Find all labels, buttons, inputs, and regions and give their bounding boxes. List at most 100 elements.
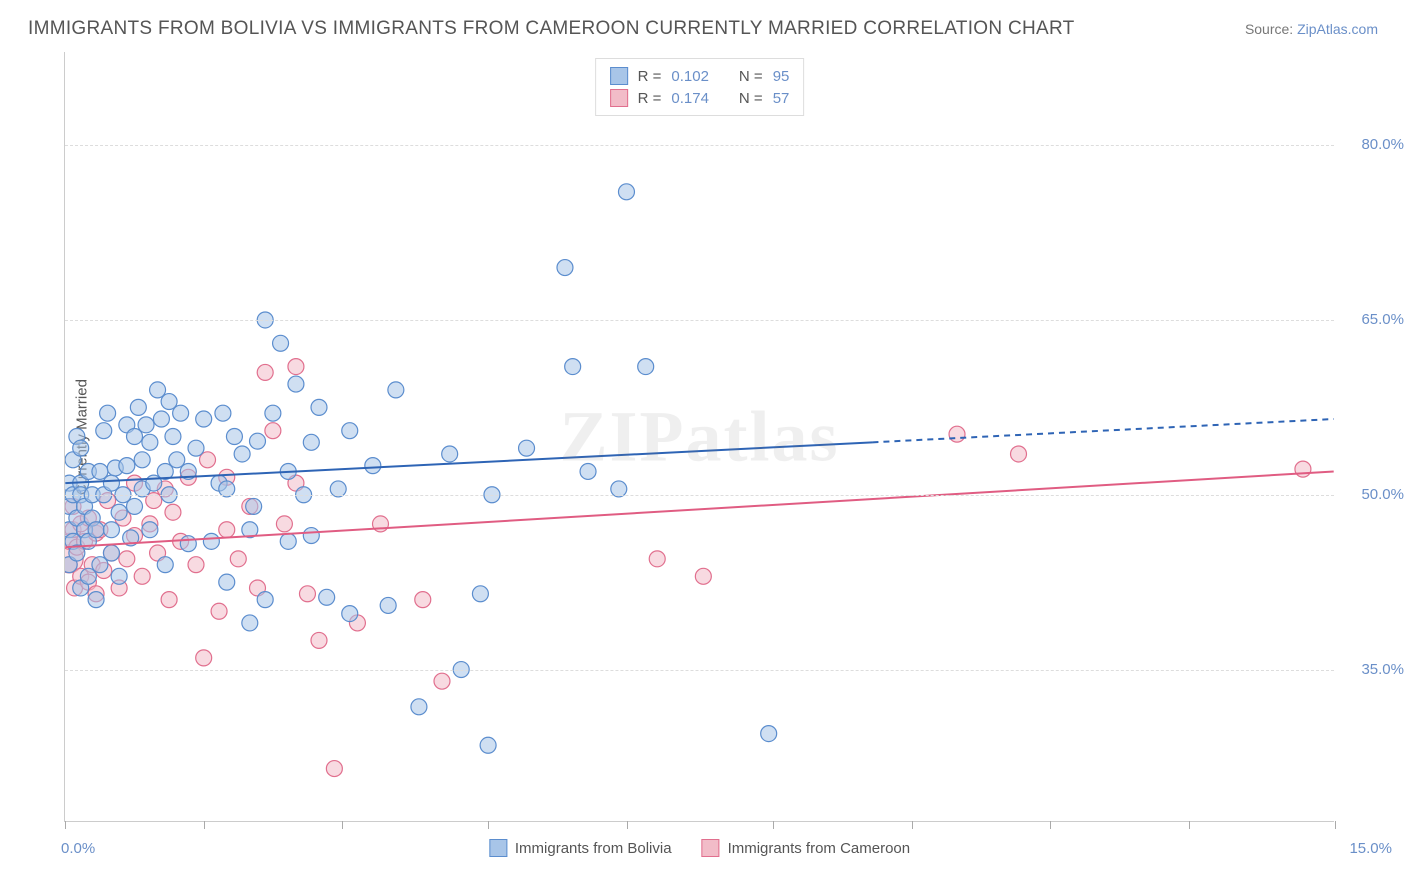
data-point [142,434,158,450]
n-value-bolivia: 95 [773,68,790,85]
data-point [215,405,231,421]
n-value-cameroon: 57 [773,90,790,107]
data-point [119,551,135,567]
data-point [319,589,335,605]
data-point [342,423,358,439]
legend-swatch-icon [489,839,507,857]
data-point [265,405,281,421]
data-point [161,592,177,608]
data-point [388,382,404,398]
data-point [226,429,242,445]
x-tick [627,821,628,829]
data-point [180,536,196,552]
data-point [111,504,127,520]
data-point [434,673,450,689]
legend-swatch-icon [702,839,720,857]
data-point [326,761,342,777]
legend-item-bolivia: Immigrants from Bolivia [489,839,672,857]
y-tick-label: 35.0% [1344,661,1404,678]
data-point [242,615,258,631]
x-tick [912,821,913,829]
legend-item-cameroon: Immigrants from Cameroon [702,839,911,857]
x-tick [65,821,66,829]
data-point [111,568,127,584]
data-point [265,423,281,439]
data-point [442,446,458,462]
gridline-h [65,495,1334,496]
data-point [1011,446,1027,462]
legend-swatch-cameroon [610,89,628,107]
data-point [519,440,535,456]
data-point [303,434,319,450]
source-link[interactable]: ZipAtlas.com [1297,21,1378,37]
data-point [257,592,273,608]
data-point [949,426,965,442]
chart-header: IMMIGRANTS FROM BOLIVIA VS IMMIGRANTS FR… [0,0,1406,48]
x-tick [1189,821,1190,829]
x-tick [1050,821,1051,829]
y-tick-label: 80.0% [1344,136,1404,153]
data-point [153,411,169,427]
data-point [196,411,212,427]
r-value-cameroon: 0.174 [671,90,709,107]
gridline-h [65,670,1334,671]
data-point [203,533,219,549]
data-point [165,429,181,445]
x-tick [773,821,774,829]
data-point [695,568,711,584]
trend-line [65,442,872,483]
data-point [250,433,266,449]
data-point [288,376,304,392]
source-label: Source: ZipAtlas.com [1245,21,1378,37]
trend-line [872,419,1333,442]
gridline-h [65,320,1334,321]
data-point [134,452,150,468]
data-point [557,260,573,276]
x-label-max: 15.0% [1349,840,1392,857]
data-point [100,405,116,421]
legend-series: Immigrants from Bolivia Immigrants from … [489,839,910,857]
data-point [88,522,104,538]
x-tick [1335,821,1336,829]
data-point [1295,461,1311,477]
r-value-bolivia: 0.102 [671,68,709,85]
data-point [219,522,235,538]
data-point [311,399,327,415]
data-point [103,522,119,538]
data-point [138,417,154,433]
data-point [311,632,327,648]
plot-area: ZIPatlas R = 0.102 N = 95 R = 0.174 N = … [64,52,1334,822]
data-point [365,458,381,474]
x-tick [342,821,343,829]
data-point [580,463,596,479]
scatter-svg [65,52,1334,821]
data-point [196,650,212,666]
data-point [188,440,204,456]
chart-title: IMMIGRANTS FROM BOLIVIA VS IMMIGRANTS FR… [28,18,1075,40]
data-point [96,423,112,439]
data-point [234,446,250,462]
data-point [415,592,431,608]
legend-correlation: R = 0.102 N = 95 R = 0.174 N = 57 [595,58,805,116]
legend-swatch-bolivia [610,67,628,85]
data-point [411,699,427,715]
plot-wrapper: Currently Married ZIPatlas R = 0.102 N =… [54,52,1378,822]
data-point [273,335,289,351]
data-point [480,737,496,753]
legend-row: R = 0.102 N = 95 [610,65,790,87]
data-point [246,498,262,514]
gridline-h [65,145,1334,146]
data-point [380,597,396,613]
data-point [127,498,143,514]
x-tick [488,821,489,829]
y-tick-label: 65.0% [1344,311,1404,328]
data-point [130,399,146,415]
x-tick [204,821,205,829]
data-point [342,606,358,622]
data-point [649,551,665,567]
data-point [280,533,296,549]
y-tick-label: 50.0% [1344,486,1404,503]
data-point [142,522,158,538]
data-point [73,440,89,456]
data-point [230,551,246,567]
